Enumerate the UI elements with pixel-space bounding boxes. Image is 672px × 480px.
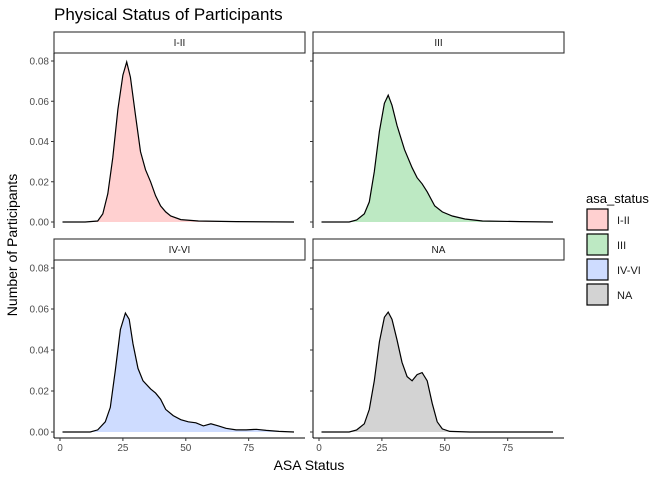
legend-item: NA xyxy=(586,283,633,306)
facet-strip-label: III xyxy=(434,38,442,49)
legend-label: III xyxy=(617,240,626,252)
x-axis-title: ASA Status xyxy=(274,457,345,473)
legend-label: NA xyxy=(617,290,633,302)
legend-swatch xyxy=(586,283,609,306)
density-area xyxy=(321,312,553,432)
density-line xyxy=(321,310,553,433)
legend-title: asa_status xyxy=(586,191,649,206)
chart-title: Physical Status of Participants xyxy=(54,5,283,24)
legend-swatch xyxy=(586,233,609,256)
legend-item: I-II xyxy=(586,208,630,231)
y-tick-label: 0.00 xyxy=(30,218,50,229)
facet-strip xyxy=(312,238,565,261)
facet-panel: IV-VI 0 25 50 75 0.00 0.02 0.04 0.06 0.08 xyxy=(30,238,306,454)
y-tick-label: 0.02 xyxy=(30,177,50,188)
y-tick-label: 0.04 xyxy=(30,137,50,148)
density-line xyxy=(62,311,295,433)
legend-label: IV-VI xyxy=(617,265,641,277)
y-tick-label: 0.00 xyxy=(30,428,50,439)
x-tick-label: 0 xyxy=(316,443,322,454)
y-axis-title: Number of Participants xyxy=(4,174,20,316)
x-tick-label: 75 xyxy=(502,443,514,454)
density-line xyxy=(62,59,295,223)
legend-label: I-II xyxy=(617,215,630,227)
y-tick-label: 0.06 xyxy=(30,305,50,316)
facet-strip-label: NA xyxy=(432,245,446,256)
facet-strip xyxy=(53,31,306,54)
facet-strip xyxy=(312,31,565,54)
y-tick-label: 0.08 xyxy=(30,264,50,275)
density-area xyxy=(321,95,553,222)
density-line xyxy=(321,93,554,223)
x-tick-label: 50 xyxy=(180,443,192,454)
facet-panel: I-II 0.00 0.02 0.04 0.06 0.08 xyxy=(30,31,306,229)
density-area xyxy=(62,313,294,432)
facet-panel: III xyxy=(310,31,565,228)
y-tick-label: 0.08 xyxy=(30,57,50,68)
facet-strip-label: IV-VI xyxy=(169,245,191,256)
y-tick-label: 0.04 xyxy=(30,346,50,357)
legend-item: III xyxy=(586,233,626,256)
x-tick-label: 25 xyxy=(376,443,388,454)
facet-panel: NA 0 25 50 75 xyxy=(310,238,565,454)
legend-swatch xyxy=(586,258,609,281)
facet-strip xyxy=(53,238,306,261)
x-tick-label: 0 xyxy=(57,443,63,454)
y-tick-label: 0.02 xyxy=(30,387,50,398)
y-tick-label: 0.06 xyxy=(30,97,50,108)
legend-item: IV-VI xyxy=(586,258,641,281)
facet-panels: I-II 0.00 0.02 0.04 0.06 0.08 III IV-VI 0 25 50 75 0… xyxy=(30,31,565,454)
x-tick-label: 75 xyxy=(243,443,255,454)
facet-strip-label: I-II xyxy=(174,38,186,49)
legend: I-II III IV-VI NA xyxy=(586,208,641,306)
x-tick-label: 50 xyxy=(439,443,451,454)
legend-swatch xyxy=(586,208,609,231)
density-area xyxy=(62,62,294,222)
x-tick-label: 25 xyxy=(117,443,129,454)
